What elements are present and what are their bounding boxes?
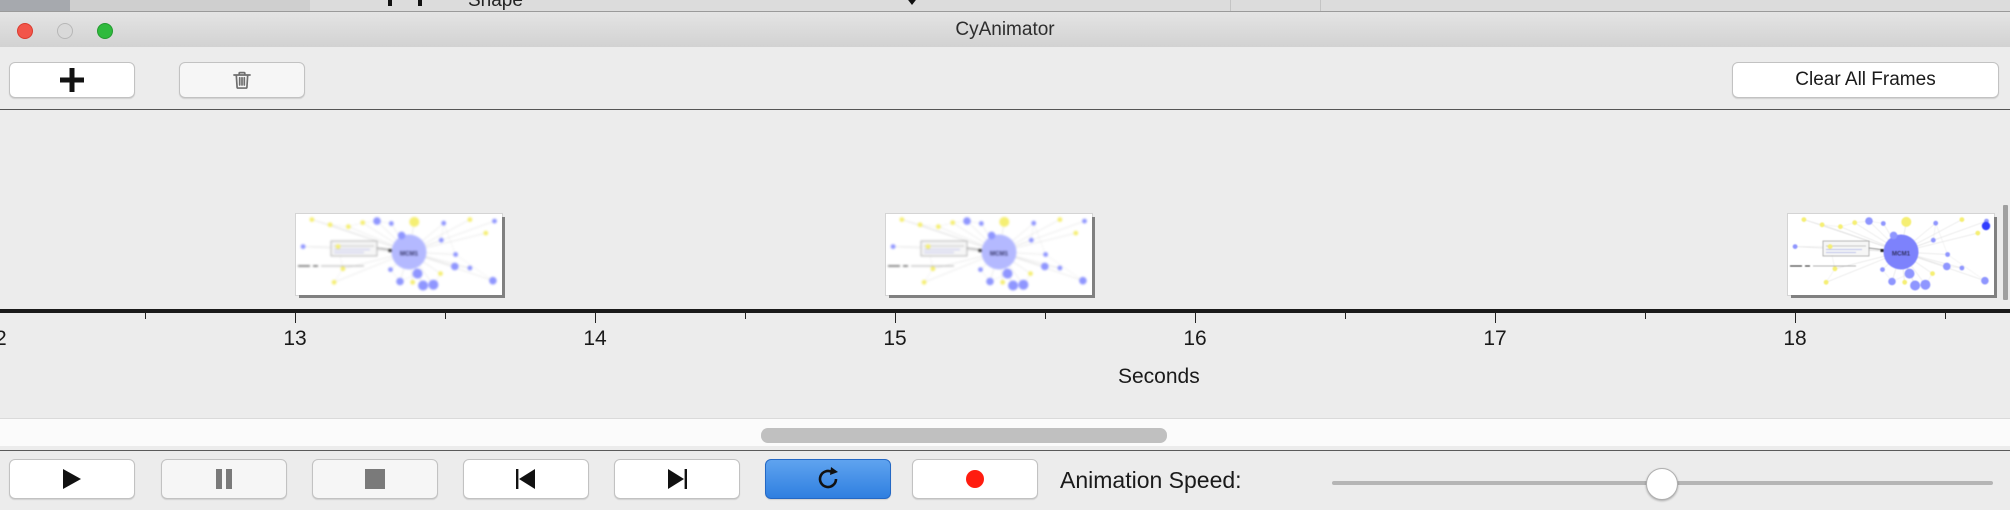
svg-text:MCM1: MCM1 <box>400 251 419 258</box>
svg-text:MCM1: MCM1 <box>1892 251 1911 258</box>
svg-text:MCM1: MCM1 <box>990 251 1009 258</box>
